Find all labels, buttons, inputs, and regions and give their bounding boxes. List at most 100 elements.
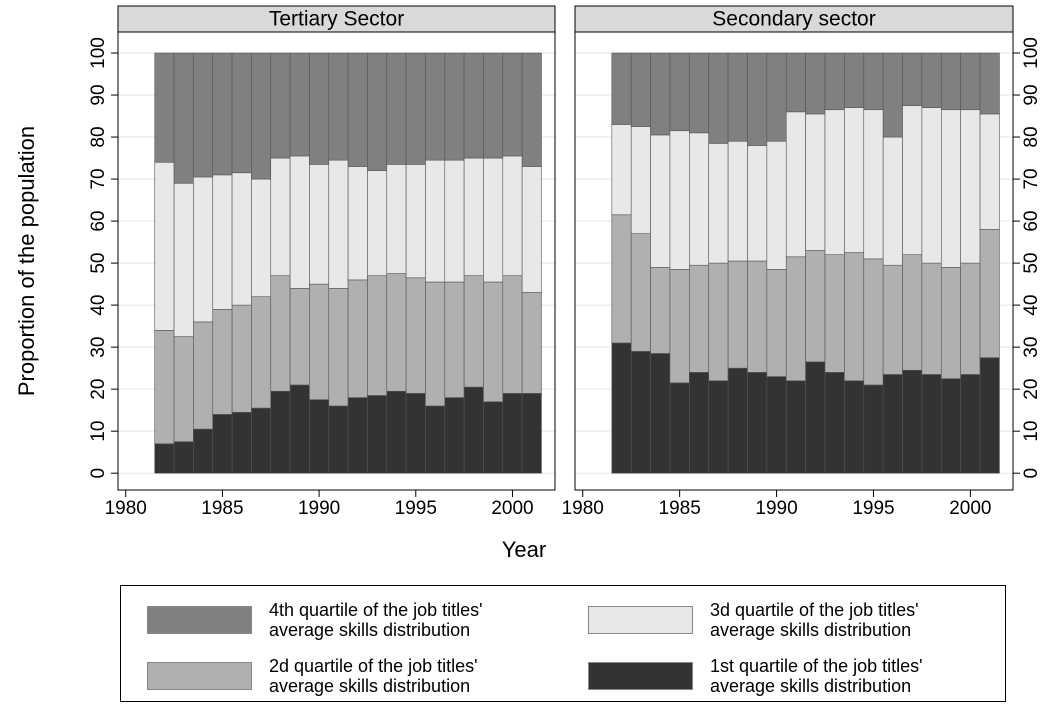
bar-segment	[979, 52, 1000, 115]
x-axis-label: Year	[502, 537, 546, 562]
bar-segment	[270, 157, 291, 277]
bar-segment	[708, 143, 729, 264]
panel-title: Secondary sector	[712, 8, 875, 31]
bar-segment	[766, 140, 787, 270]
y-tick-label: 20	[1021, 379, 1042, 400]
legend-label: 1st quartile of the job titles' average …	[710, 656, 923, 696]
y-tick-label: 90	[1021, 84, 1042, 105]
bar-segment	[347, 166, 368, 281]
bar-segment	[630, 351, 651, 474]
bar-segment	[367, 395, 388, 474]
bar-segment	[193, 52, 214, 178]
bar-segment	[882, 52, 903, 138]
bar-segment	[844, 52, 865, 108]
bar-segment	[347, 52, 368, 167]
bar-segment	[444, 281, 465, 398]
y-tick-label: 0	[88, 468, 109, 479]
bar-segment	[309, 164, 330, 285]
bar-segment	[669, 382, 690, 474]
bar-segment	[251, 52, 272, 180]
bar-segment	[747, 145, 768, 262]
x-tick-label: 1995	[395, 498, 437, 519]
bar-segment	[689, 132, 710, 266]
bar-segment	[328, 288, 349, 407]
bar-segment	[611, 52, 632, 125]
x-tick-label: 1995	[852, 498, 894, 519]
bar-segment	[521, 292, 542, 394]
y-tick-label: 30	[88, 337, 109, 358]
bar-segment	[669, 269, 690, 384]
bar-segment	[251, 296, 272, 409]
y-tick-label: 40	[1021, 295, 1042, 316]
bar-segment	[328, 405, 349, 474]
legend-swatch	[588, 606, 693, 634]
bar-segment	[863, 258, 884, 386]
bar-segment	[425, 159, 446, 283]
bar-segment	[766, 52, 787, 142]
bar-segment	[650, 52, 671, 136]
bar-segment	[231, 304, 252, 413]
plot-frame	[574, 31, 1014, 491]
bar-segment	[154, 52, 175, 163]
bar-segment	[502, 393, 523, 474]
bar-segment	[463, 52, 484, 159]
bar-segment	[960, 52, 981, 111]
bar-segment	[231, 411, 252, 474]
bar-segment	[805, 52, 826, 115]
y-tick-label: 100	[1021, 37, 1042, 69]
bar-segment	[766, 376, 787, 474]
bar-segment	[611, 214, 632, 344]
x-tick-label: 2000	[491, 498, 533, 519]
bar-segment	[611, 342, 632, 474]
bar-segment	[425, 405, 446, 474]
legend-label: 4th quartile of the job titles' average …	[269, 600, 483, 640]
y-tick-label: 10	[1021, 421, 1042, 442]
bar-segment	[824, 254, 845, 373]
bar-segment	[521, 166, 542, 293]
bar-segment	[154, 330, 175, 445]
bar-segment	[309, 52, 330, 165]
bar-segment	[270, 52, 291, 159]
bar-segment	[960, 109, 981, 264]
bar-segment	[650, 267, 671, 354]
y-tick-label: 20	[88, 379, 109, 400]
bar-segment	[173, 182, 194, 337]
bar-segment	[502, 52, 523, 157]
bar-segment	[727, 140, 748, 262]
plot-frame	[117, 31, 556, 491]
bar-segment	[689, 372, 710, 474]
y-axis-label: Proportion of the population	[14, 126, 39, 396]
bar-segment	[425, 281, 446, 407]
bar-segment	[463, 275, 484, 388]
bar-segment	[309, 283, 330, 400]
bar-segment	[747, 372, 768, 474]
bar-segment	[708, 380, 729, 474]
bar-segment	[669, 130, 690, 270]
bar-segment	[212, 174, 233, 310]
y-tick-label: 60	[88, 211, 109, 232]
bar-segment	[309, 399, 330, 474]
bar-segment	[824, 52, 845, 111]
bar-segment	[844, 380, 865, 474]
x-tick-label: 2000	[949, 498, 991, 519]
bar-segment	[727, 52, 748, 142]
bar-segment	[405, 52, 426, 165]
legend-swatch	[588, 662, 693, 690]
bar-segment	[212, 309, 233, 415]
legend-item: 2d quartile of the job titles' average s…	[147, 656, 478, 696]
bar-segment	[708, 262, 729, 382]
legend-item: 3d quartile of the job titles' average s…	[588, 600, 919, 640]
y-tick-label: 70	[1021, 168, 1042, 189]
bar-segment	[785, 111, 806, 258]
bar-segment	[940, 109, 961, 268]
bar-segment	[212, 52, 233, 176]
bar-segment	[747, 260, 768, 373]
bar-segment	[882, 374, 903, 474]
bar-segment	[863, 109, 884, 260]
bar-segment	[863, 52, 884, 111]
bar-segment	[979, 113, 1000, 230]
bar-segment	[727, 367, 748, 474]
legend: 1st quartile of the job titles' average …	[120, 585, 1006, 702]
y-tick-label: 0	[1021, 468, 1042, 479]
